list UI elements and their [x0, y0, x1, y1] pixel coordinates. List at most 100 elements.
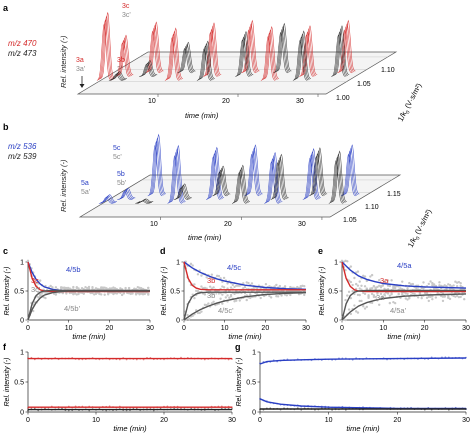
panel-e-scatter-point — [408, 281, 411, 285]
panel-g-x-tick-label: 0 — [258, 417, 262, 424]
panel-e-series-line — [341, 293, 467, 321]
panel-c-scatter-point — [141, 293, 145, 296]
panel-d-scatter-point — [226, 282, 229, 285]
panel-d-scatter-point — [259, 296, 262, 300]
panel-e-scatter-point — [409, 283, 413, 286]
panel-c-series-label: 4/5b — [66, 265, 81, 274]
panel-e-scatter-point — [413, 292, 416, 296]
panel-e-scatter-point — [441, 299, 445, 303]
panel-e-scatter-point — [406, 287, 409, 290]
a-peak-trace — [145, 30, 160, 74]
b-peak-trace — [205, 156, 221, 200]
panel-f-y-tick-label: 0.5 — [14, 380, 24, 387]
panel-a-label-3a-prime: 3a' — [76, 66, 85, 73]
panel-a-legend-red: m/z 470 — [8, 39, 37, 48]
panel-b-letter: b — [3, 122, 9, 132]
panel-e-scatter-point — [353, 276, 356, 280]
panel-e-scatter-point — [425, 296, 429, 300]
panel-d-scatter-point — [205, 303, 208, 307]
panel-e-x-label: time (min) — [387, 332, 421, 341]
a-peak-trace — [263, 29, 278, 80]
panel-e-scatter-point — [457, 280, 461, 284]
panel-b-label-5c: 5c — [113, 145, 121, 152]
panel-d-scatter-point — [229, 295, 233, 298]
panel-d-scatter-point — [249, 293, 252, 296]
panel-c-scatter-point — [44, 296, 47, 300]
a-floor-plane — [76, 51, 398, 95]
panel-c-y-tick-label: 0.5 — [14, 289, 24, 296]
panel-e-scatter-point — [356, 270, 360, 273]
panel-f-x-label: time (min) — [113, 424, 147, 433]
a-peak-trace — [146, 27, 162, 73]
a-peak-trace — [179, 43, 195, 72]
b-peak-trace — [306, 148, 321, 199]
a-peak-trace — [299, 34, 314, 77]
panel-d-scatter-point — [278, 284, 282, 288]
b-peak-trace — [310, 153, 325, 196]
panel-e-scatter-point — [349, 265, 353, 268]
b-peak-trace — [246, 147, 262, 195]
b-peak-trace — [302, 157, 318, 200]
panel-a-arrowhead — [79, 84, 85, 88]
panel-e-scatter-point — [432, 287, 436, 290]
panel-d-y-tick-label: 0 — [176, 318, 180, 325]
panel-e-scatter-point — [401, 280, 404, 283]
panel-c-scatter-point — [77, 292, 80, 296]
a-peak-trace — [332, 31, 347, 77]
panel-e-x-tick-label: 30 — [462, 325, 470, 332]
panel-d-scatter-point — [273, 285, 276, 288]
panel-c-scatter-point — [136, 286, 139, 289]
panel-c-scatter-point — [61, 291, 65, 295]
panel-d-scatter-point — [222, 276, 226, 280]
panel-e-scatter-point — [344, 318, 347, 322]
b-peak-trace — [271, 159, 287, 200]
panel-e-scatter-point — [356, 311, 360, 314]
panel-c-scatter-point — [101, 286, 105, 289]
a-peak-trace — [292, 39, 308, 81]
panel-a-x-tick-30: 30 — [296, 98, 304, 105]
panel-g-y-tick-label: 1 — [252, 350, 256, 357]
panel-e-scatter-point — [443, 295, 446, 298]
panel-e-scatter-point — [383, 280, 386, 283]
panel-d-scatter-point — [222, 286, 226, 289]
panel-e-scatter-point — [363, 285, 367, 288]
panel-e-y-tick-label: 0.5 — [328, 289, 338, 296]
panel-d-scatter-point — [196, 273, 200, 276]
a-peak-trace — [275, 25, 291, 72]
panel-e-scatter-point — [358, 287, 361, 290]
panel-a-label-3c-prime: 3c' — [122, 12, 131, 19]
b-peak-trace — [312, 147, 328, 195]
panel-c-series-label: 3c — [31, 276, 39, 285]
a-peak-trace — [203, 31, 218, 77]
panel-e-scatter-point — [390, 292, 393, 295]
panel-c-series-label: 4/5b' — [64, 304, 81, 313]
panel-e-scatter-point — [370, 287, 374, 290]
panel-e-scatter-point — [420, 296, 423, 300]
a-peak-trace — [242, 26, 258, 73]
panel-e-scatter-point — [404, 297, 407, 300]
panel-d-scatter-point — [195, 289, 198, 293]
panel-d-y-tick-label: 1 — [176, 260, 180, 267]
panel-a-peaks — [96, 12, 356, 81]
panel-d-scatter-point — [275, 283, 278, 287]
panel-d-scatter-point — [219, 297, 222, 300]
panel-d-scatter-point — [231, 283, 234, 287]
panel-c-scatter-point — [110, 287, 113, 290]
a-peak-trace — [260, 35, 276, 81]
a-peak-trace — [96, 23, 112, 81]
panel-c-scatter-point — [80, 286, 84, 290]
a-peak-trace — [205, 25, 221, 76]
panel-d-scatter-point — [200, 310, 203, 313]
panel-e-scatter-point — [376, 285, 379, 289]
panel-e-scatter-point — [448, 283, 452, 287]
panel-d-scatter-point — [243, 285, 247, 289]
panel-f-y-tick-label: 0 — [20, 410, 24, 417]
panel-c-y-label: Rel. intensity (-) — [4, 266, 11, 315]
b-peak-trace — [138, 198, 154, 202]
panel-d-scatter-point — [189, 262, 193, 266]
panel-e-scatter-point — [370, 273, 374, 277]
b-peak-trace — [170, 144, 186, 202]
panel-e-letter: e — [318, 246, 323, 256]
panel-d-scatter-point — [224, 296, 228, 299]
panel-d-x-tick-label: 10 — [221, 325, 229, 332]
